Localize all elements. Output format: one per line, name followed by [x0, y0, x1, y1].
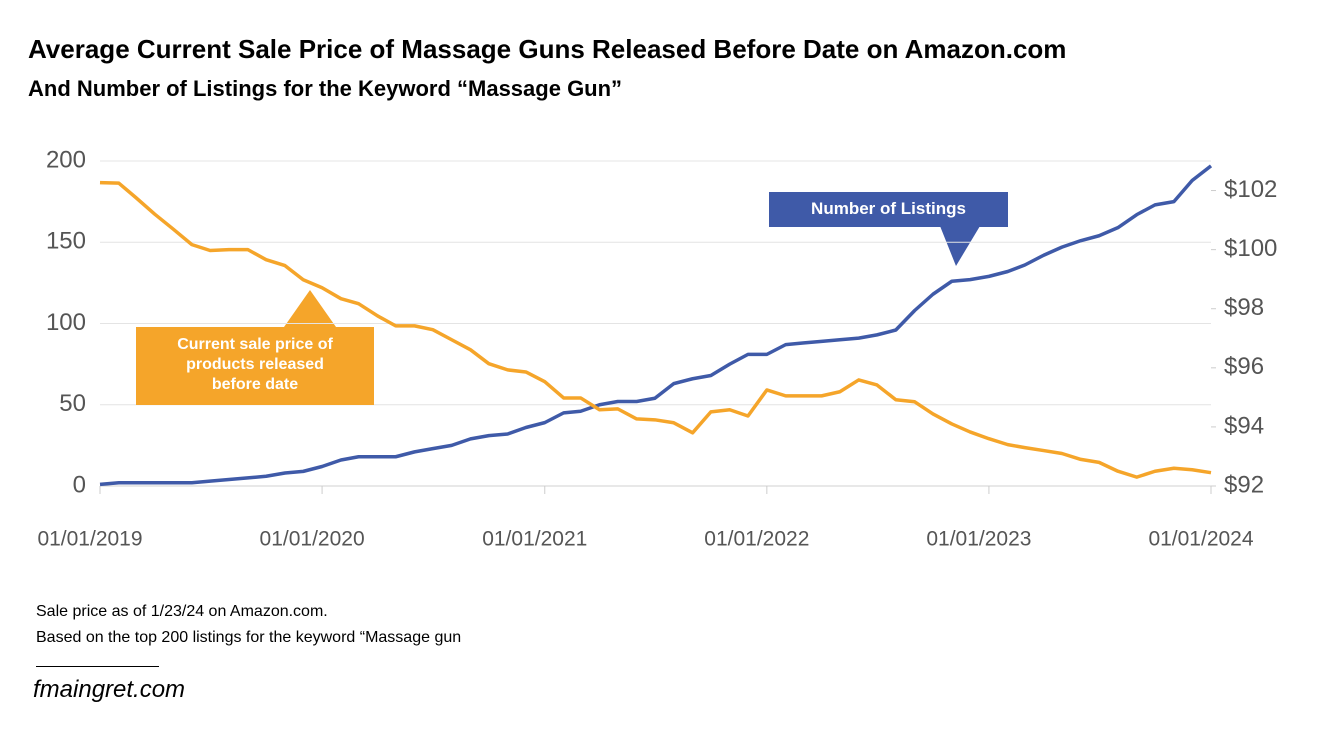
chart-title: Average Current Sale Price of Massage Gu… [28, 34, 1067, 64]
x-tick-label: 01/01/2021 [482, 528, 587, 551]
chart-subtitle: And Number of Listings for the Keyword “… [28, 76, 623, 101]
y-tick-label: 50 [59, 390, 86, 417]
y2-tick-label: $100 [1224, 235, 1277, 262]
y-tick-label: 200 [46, 146, 86, 173]
x-tick-label: 01/01/2022 [704, 528, 809, 551]
callout-pointer [284, 290, 336, 327]
x-tick-label: 01/01/2020 [260, 528, 365, 551]
callout-pointer [940, 226, 980, 266]
data-line [99, 180, 1212, 479]
y2-tick-label: $102 [1224, 176, 1277, 203]
x-tick-label: 01/01/2024 [1148, 528, 1253, 551]
y-tick-label: 100 [46, 309, 86, 336]
chart: 0 50 100 150 200 $92 $94 $96 $98 $100 $102 01/01/20… [37, 146, 1277, 551]
footnote: Sale price as of 1/23/24 on Amazon.com. [36, 603, 328, 620]
y2-tick-label: $96 [1224, 353, 1264, 380]
y2-tick-label: $94 [1224, 412, 1264, 439]
data-line [99, 164, 1213, 487]
separator [36, 666, 159, 667]
y2-tick-label: $98 [1224, 294, 1264, 321]
legend-label-listings: Number of Listings [769, 192, 1008, 227]
y-tick-label: 150 [46, 228, 86, 255]
y-tick-label: 0 [73, 471, 86, 498]
y2-tick-label: $92 [1224, 471, 1264, 498]
legend-label-price: Current sale price of products released … [136, 327, 374, 405]
x-tick-label: 01/01/2023 [926, 528, 1031, 551]
x-tick-label: 01/01/2019 [37, 528, 142, 551]
source: fmaingret.com [33, 676, 186, 703]
footnote: Based on the top 200 listings for the ke… [36, 629, 462, 646]
